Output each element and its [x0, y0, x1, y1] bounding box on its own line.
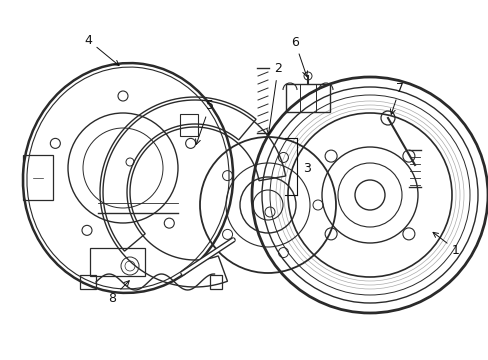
Text: 2: 2: [266, 62, 282, 134]
Text: 4: 4: [84, 33, 119, 66]
Text: 8: 8: [108, 281, 129, 305]
Text: 3: 3: [303, 162, 310, 175]
Text: 1: 1: [432, 232, 459, 256]
Text: 7: 7: [389, 81, 403, 114]
Text: 6: 6: [290, 36, 307, 76]
Text: 5: 5: [195, 99, 214, 144]
